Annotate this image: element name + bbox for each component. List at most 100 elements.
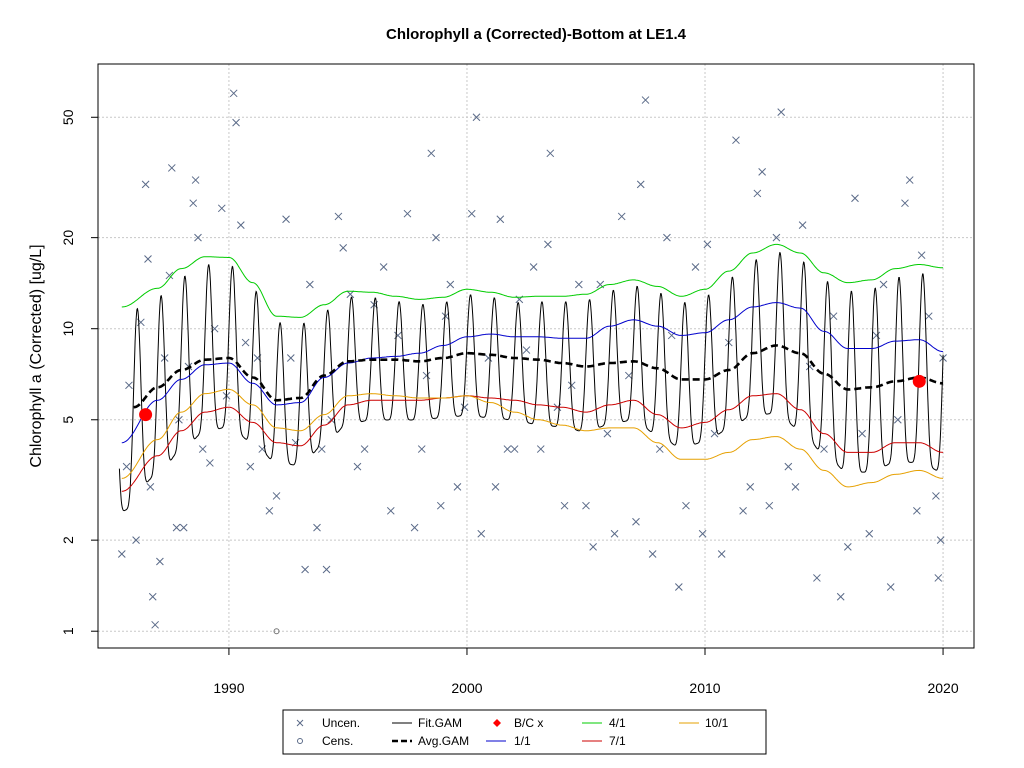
data-point-uncen <box>632 517 640 526</box>
data-point-uncen <box>339 244 348 252</box>
data-point-uncen-stroke <box>144 255 152 263</box>
plot-frame <box>97 63 975 649</box>
y-axis-label: Chlorophyll a (Corrected) [ug/L] <box>28 244 45 467</box>
data-point-uncen-stroke <box>791 483 800 491</box>
data-point-uncen-stroke <box>932 492 940 500</box>
data-point-uncen-stroke <box>206 459 214 467</box>
data-point-uncen <box>829 312 838 321</box>
series-avg-gam <box>133 344 944 409</box>
data-point-uncen <box>791 483 800 491</box>
data-point-uncen-stroke <box>189 199 198 208</box>
x-tick-label: 2000 <box>451 680 482 696</box>
data-point-uncen-stroke <box>229 89 238 98</box>
data-point-uncen <box>865 529 874 538</box>
data-point-uncen <box>936 536 945 544</box>
data-point-uncen-stroke <box>179 523 188 532</box>
data-point-uncen-stroke <box>589 543 597 551</box>
data-point-uncen-stroke <box>496 215 505 224</box>
data-point-uncen-stroke <box>917 251 926 260</box>
data-point-uncen-stroke <box>934 574 943 582</box>
data-point-uncen <box>663 233 671 242</box>
data-point-uncen-stroke <box>441 312 450 321</box>
data-point-uncen-stroke <box>753 189 762 198</box>
data-point-uncen-stroke <box>836 592 845 601</box>
data-point-uncen-stroke <box>410 523 419 532</box>
data-point-uncen <box>301 565 309 574</box>
data-point-uncen-stroke <box>648 550 657 558</box>
legend-bc-symbol <box>493 719 501 727</box>
y-tick-label: 50 <box>60 109 76 125</box>
data-point-uncen-stroke <box>596 280 605 289</box>
data-point-uncen <box>441 312 450 321</box>
legend-item-p71: 7/1 <box>582 734 626 748</box>
legend: Uncen. Cens. Fit.GAM Avg.GAM B/C x 1/1 4… <box>282 709 767 755</box>
data-point-uncen <box>610 529 619 538</box>
legend-bc-label: B/C x <box>514 716 543 730</box>
data-point-uncen <box>913 506 921 515</box>
data-point-uncen <box>217 204 226 213</box>
data-point-uncen-stroke <box>522 346 531 354</box>
data-point-uncen-stroke <box>236 221 245 229</box>
data-point-uncen <box>306 280 314 289</box>
data-point-uncen <box>843 543 852 551</box>
data-point-uncen-stroke <box>510 445 519 453</box>
data-point-uncen <box>322 565 331 574</box>
y-tick-label: 1 <box>60 627 76 635</box>
legend-item-cens: Cens. <box>297 734 353 748</box>
x-tick-label: 2020 <box>927 680 958 696</box>
data-point-uncen <box>491 483 500 491</box>
data-point-uncen <box>167 164 176 172</box>
data-point-uncen <box>410 523 419 532</box>
data-point-uncen-stroke <box>879 280 888 289</box>
bc-point <box>912 374 926 388</box>
data-point-uncen <box>739 506 747 515</box>
data-point-uncen-stroke <box>560 501 569 510</box>
data-point-uncen-stroke <box>165 271 174 280</box>
data-point-uncen-stroke <box>674 583 683 591</box>
data-point-uncen <box>603 429 612 438</box>
data-point-uncen-stroke <box>924 312 933 321</box>
data-point-uncen-stroke <box>732 136 740 145</box>
data-point-uncen <box>472 113 481 122</box>
data-point-uncen-stroke <box>936 536 945 544</box>
data-point-uncen-stroke <box>472 113 481 122</box>
data-point-uncen-stroke <box>422 371 431 380</box>
y-axis: 1 2 5 10 20 50 <box>60 109 98 635</box>
series-10-1 <box>121 388 944 488</box>
data-point-uncen-stroke <box>217 204 226 213</box>
data-point-uncen <box>189 199 198 208</box>
data-point-uncen <box>379 263 388 271</box>
data-point-uncen-stroke <box>265 506 274 515</box>
data-point-uncen-stroke <box>151 620 159 629</box>
data-point-uncen <box>503 445 512 453</box>
data-point-uncen <box>232 118 240 127</box>
data-point-uncen-stroke <box>758 168 766 176</box>
data-point-uncen-stroke <box>682 501 690 510</box>
data-point-uncen-stroke <box>655 445 664 453</box>
data-point-uncen <box>732 136 740 145</box>
data-point-uncen <box>560 501 569 510</box>
data-point-uncen-stroke <box>232 118 240 127</box>
legend-uncen-symbol <box>296 719 304 727</box>
data-point-uncen <box>436 501 445 510</box>
data-point-uncen-stroke <box>148 592 157 601</box>
data-point-uncen-stroke <box>717 550 726 558</box>
data-point-uncen-stroke <box>691 263 700 271</box>
data-point-uncen-stroke <box>172 523 181 532</box>
data-point-uncen <box>272 492 281 500</box>
data-point-uncen <box>691 263 700 271</box>
data-point-uncen <box>460 403 469 412</box>
series-4-1 <box>121 243 944 318</box>
legend-cens-symbol <box>297 738 303 744</box>
data-point-uncen <box>229 89 238 98</box>
data-point-uncen <box>125 381 133 390</box>
data-point-uncen-stroke <box>698 529 707 538</box>
data-point-uncen <box>746 483 755 491</box>
data-point-uncen <box>641 96 650 104</box>
data-point-uncen-stroke <box>403 209 412 218</box>
data-point-uncen-stroke <box>851 194 859 203</box>
y-tick-label: 2 <box>60 536 76 544</box>
data-point-uncen-stroke <box>632 517 640 526</box>
data-point-uncen-stroke <box>886 583 895 591</box>
data-point-uncen-stroke <box>610 529 619 538</box>
